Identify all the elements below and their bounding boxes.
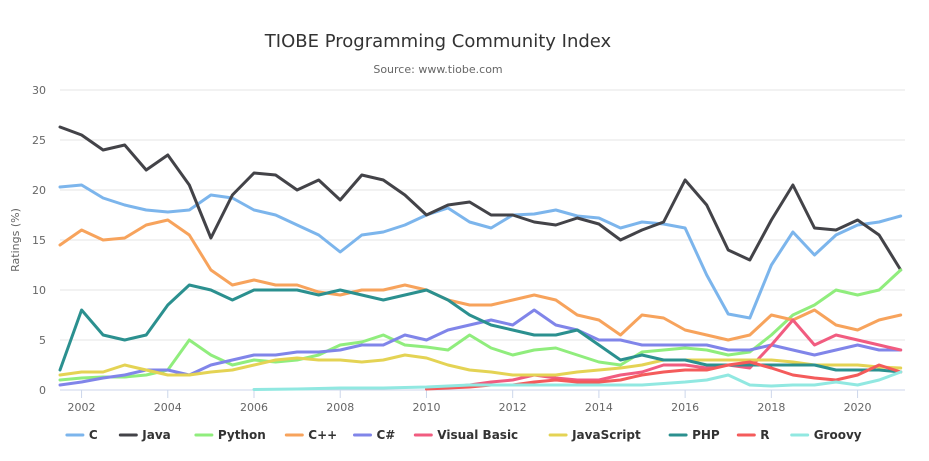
y-tick-label: 0 [39, 384, 46, 397]
y-tick-label: 15 [32, 234, 46, 247]
legend-item-c-[interactable]: C++ [284, 428, 337, 442]
legend-item-java[interactable]: Java [118, 428, 171, 442]
legend-item-r[interactable]: R [736, 428, 770, 442]
y-tick-label: 20 [32, 184, 46, 197]
y-tick-label: 5 [39, 334, 46, 347]
y-tick-label: 25 [32, 134, 46, 147]
x-tick-label: 2018 [757, 401, 785, 414]
chart-title: TIOBE Programming Community Index [264, 31, 612, 52]
y-axis-ticks: 0 5 10 15 20 25 30 [32, 84, 46, 397]
series-line-visual-basic[interactable] [446, 318, 903, 389]
legend-item-visual-basic[interactable]: Visual Basic [413, 428, 518, 442]
y-tick-label: 30 [32, 84, 46, 97]
x-tick-label: 2014 [585, 401, 613, 414]
legend-label: C# [377, 428, 396, 442]
series-line-c-[interactable] [58, 218, 903, 342]
series-line-c[interactable] [58, 183, 903, 320]
legend-item-c[interactable]: C [65, 428, 98, 442]
x-tick-label: 2010 [412, 401, 440, 414]
x-tick-label: 2004 [154, 401, 182, 414]
legend-label: Python [218, 428, 266, 442]
legend-label: Java [141, 428, 170, 442]
legend-item-c-[interactable]: C# [353, 428, 396, 442]
legend: C Java Python C++ C# Visual Basic JavaScript PH… [65, 428, 862, 442]
x-tick-label: 2008 [326, 401, 354, 414]
series-line-java[interactable] [58, 125, 903, 272]
legend-item-python[interactable]: Python [194, 428, 266, 442]
legend-item-javascript[interactable]: JavaScript [548, 428, 641, 442]
x-axis-ticks: 2002 2004 2006 2008 2010 2012 2014 2016 2018 2020 [68, 390, 872, 414]
x-tick-label: 2016 [671, 401, 699, 414]
y-axis-title: Ratings (%) [9, 208, 22, 272]
series-line-c-[interactable] [58, 308, 903, 387]
legend-label: C [89, 428, 98, 442]
series-line-groovy[interactable] [252, 370, 903, 391]
legend-label: R [760, 428, 769, 442]
x-tick-label: 2012 [499, 401, 527, 414]
legend-label: JavaScript [571, 428, 641, 442]
legend-item-php[interactable]: PHP [668, 428, 720, 442]
x-tick-label: 2020 [844, 401, 872, 414]
legend-label: C++ [308, 428, 337, 442]
legend-label: PHP [692, 428, 720, 442]
legend-label: Visual Basic [437, 428, 518, 442]
series-line-javascript[interactable] [58, 353, 903, 377]
x-tick-label: 2002 [68, 401, 96, 414]
legend-label: Groovy [814, 428, 862, 442]
x-tick-label: 2006 [240, 401, 268, 414]
y-tick-label: 10 [32, 284, 46, 297]
series-line-python[interactable] [58, 268, 903, 382]
gridlines [60, 89, 905, 391]
plot-area [58, 125, 903, 391]
chart-subtitle: Source: www.tiobe.com [373, 63, 502, 76]
legend-item-groovy[interactable]: Groovy [790, 428, 862, 442]
